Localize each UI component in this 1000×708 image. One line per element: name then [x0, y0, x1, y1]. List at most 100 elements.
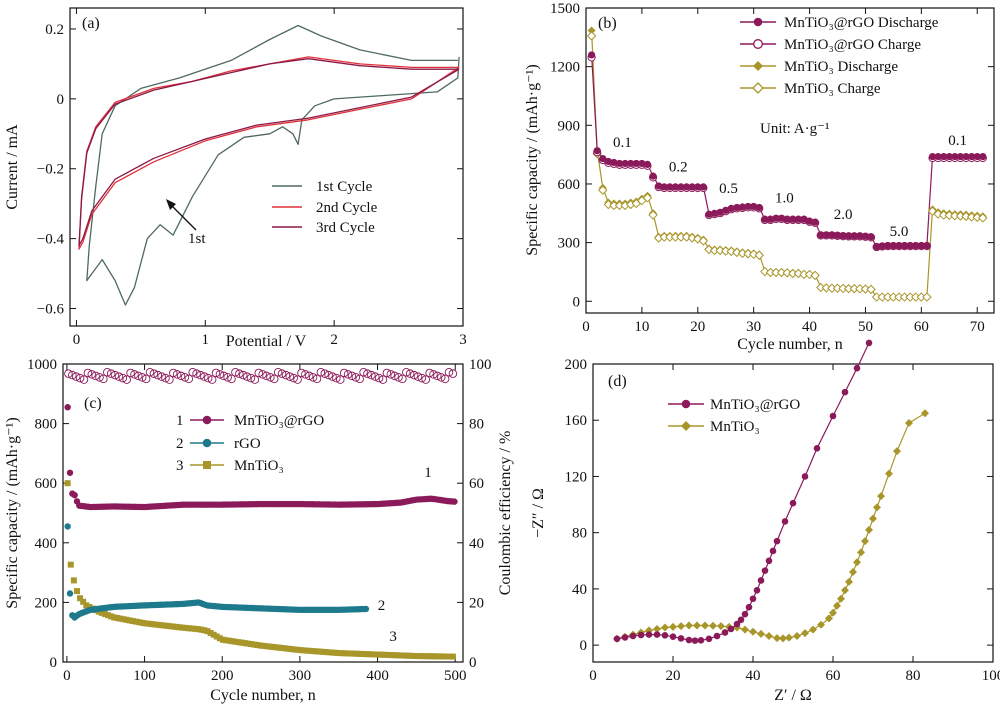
cycle-point-mn: [415, 653, 422, 660]
panel-b-xtick-label: 70: [970, 319, 985, 335]
cycle-point-mn: [359, 650, 366, 657]
ce-marker: [328, 372, 337, 381]
cycle-point-mn: [101, 611, 108, 618]
ce-marker: [429, 370, 438, 379]
ce-marker: [293, 375, 302, 384]
panel-c-xtick-label: 300: [289, 668, 312, 684]
cycle-point-mn: [114, 615, 121, 622]
cycle-point-mn: [369, 651, 376, 658]
cycle-point-mn: [288, 646, 295, 653]
ce-marker: [339, 368, 349, 378]
ce-marker: [161, 373, 170, 383]
nyquist-point-mn: [685, 621, 693, 630]
cycle-point-mn: [403, 652, 410, 659]
panel-b-ytick-label: 1200: [550, 60, 580, 76]
panel-a-ytick-label: −0.4: [37, 232, 65, 248]
nyquist-point-composite: [773, 537, 781, 545]
panel-a-legend: 1st Cycle 2nd Cycle 3rd Cycle: [272, 179, 378, 236]
panel-c-frame: [62, 363, 464, 663]
legend-marker-composite: [202, 415, 212, 425]
panel-a-xtick-label: 2: [330, 332, 338, 348]
panel-d-ytick-label: 200: [565, 357, 588, 373]
cycle-point-mn: [400, 652, 407, 659]
nyquist-point-mn: [773, 634, 781, 643]
legend-rgo-charge: MnTiO₃@rGO Charge: [784, 37, 921, 53]
rate-label: 0.1: [613, 135, 632, 151]
cycle-point-mn: [136, 619, 143, 626]
cycle-point-mn: [241, 640, 248, 647]
panel-a-xtick-label: 0: [73, 332, 81, 348]
ce-marker: [207, 375, 217, 384]
cycle-point-mn: [328, 649, 335, 656]
ce-marker: [382, 368, 392, 378]
nyquist-point-mn: [809, 625, 817, 634]
cycle-point-mn: [350, 650, 357, 657]
cycle-point-mn: [437, 653, 444, 660]
panel-b-ytick-label: 900: [558, 118, 581, 134]
panel-b-xtick-label: 40: [802, 319, 817, 335]
nyquist-point-composite: [741, 610, 749, 618]
panel-b-ytick-label: 300: [558, 236, 581, 252]
cycle-point-mn: [170, 623, 177, 630]
panel-d-ytick-label: 0: [580, 638, 588, 654]
cycle-point-mn: [275, 644, 282, 651]
cycle-point-mn: [235, 639, 242, 646]
panel-b: (b) Cycle number, n Specific capacity / …: [524, 1, 995, 353]
cycle-point-mn: [133, 618, 140, 625]
cycle-point-mn: [297, 647, 304, 654]
cycle-point-mn: [440, 653, 447, 660]
ce-marker: [172, 370, 182, 379]
ce-marker: [289, 373, 298, 383]
ce-marker: [250, 375, 260, 384]
panel-c-y2tick-label: 20: [469, 595, 484, 611]
panel-b-rate-labels: 0.1 0.2 0.5 1.0 2.0 5.0 0.1: [613, 133, 967, 240]
legend-number-2: 2: [176, 436, 184, 452]
ce-marker: [180, 373, 190, 382]
rate-point-mn-charge: [642, 193, 653, 203]
ce-marker: [68, 370, 77, 380]
nyquist-point-mn: [893, 447, 901, 456]
nyquist-point-composite: [691, 637, 699, 644]
ce-marker: [71, 372, 81, 381]
cycle-point-mn: [418, 653, 425, 660]
nyquist-point-composite: [661, 631, 669, 639]
rate-point-mn-charge: [698, 236, 709, 246]
panel-d-ytick-label: 80: [572, 526, 587, 542]
cycle-point-mn: [139, 619, 146, 626]
panel-c-ylabel: Specific capacity / (mAh·g⁻¹): [4, 417, 21, 608]
panel-c-ytick-label: 0: [50, 655, 58, 671]
panel-b-xtick-label: 30: [746, 319, 761, 335]
legend-marker-mn: [203, 461, 211, 469]
ce-marker: [367, 370, 376, 380]
panel-a-xlabel: Potential / V: [226, 333, 307, 350]
cycle-point-mn: [331, 649, 338, 656]
panel-d-legend: MnTiO₃@rGO MnTiO₃: [668, 397, 800, 435]
cycle-point-mn: [294, 646, 301, 653]
cycle-point-mn: [207, 629, 214, 636]
ce-marker: [270, 374, 279, 384]
ce-marker: [308, 373, 318, 382]
panel-c-xtick-label: 0: [63, 668, 71, 684]
rate-point-rgo-discharge: [766, 215, 775, 223]
legend-d-composite: MnTiO₃@rGO: [710, 397, 800, 413]
cycle-point-mn: [238, 639, 245, 646]
ce-marker: [421, 375, 430, 384]
curve-label: 3: [389, 629, 397, 645]
ce-marker: [425, 368, 434, 378]
nyquist-point-composite: [697, 637, 705, 644]
cycle-point-mn: [356, 650, 363, 657]
cycle-point-mn: [378, 651, 385, 658]
nyquist-point-mn: [741, 625, 749, 634]
ce-marker: [196, 370, 205, 380]
cycle-point-mn: [83, 602, 90, 609]
panel-d-frame: [592, 363, 994, 663]
ce-marker: [386, 370, 396, 379]
legend-mn-charge: MnTiO₃ Charge: [784, 81, 881, 97]
nyquist-point-mn: [801, 629, 809, 638]
ce-marker: [99, 374, 108, 384]
legend-1st-cycle: 1st Cycle: [316, 179, 373, 195]
nyquist-point-mn: [793, 631, 801, 640]
panel-c-ytick-label: 800: [35, 417, 58, 433]
nyquist-point-mn: [921, 409, 929, 418]
